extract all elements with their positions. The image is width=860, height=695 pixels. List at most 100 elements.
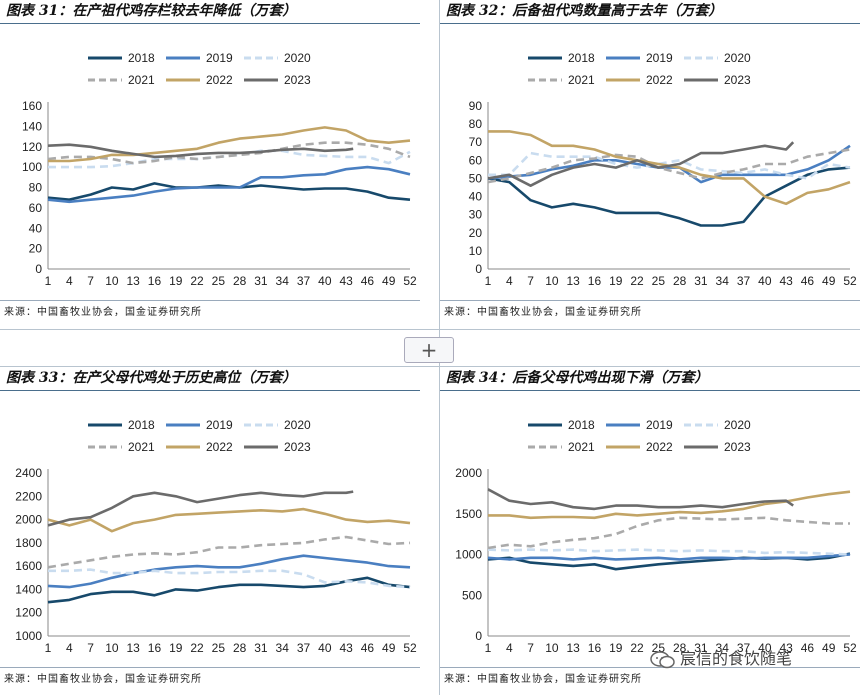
- x-tick-label: 49: [822, 274, 836, 288]
- x-tick-label: 13: [566, 274, 580, 288]
- x-tick-label: 37: [737, 641, 751, 655]
- y-tick-label: 70: [469, 135, 483, 149]
- x-tick-label: 31: [254, 274, 268, 288]
- series-line-2020: [488, 151, 851, 180]
- source-note: 来源：中国畜牧业协会，国金证券研究所: [440, 300, 860, 324]
- y-tick-label: 0: [475, 262, 482, 276]
- x-tick-label: 13: [566, 641, 580, 655]
- x-tick-label: 13: [126, 274, 140, 288]
- y-tick-label: 50: [469, 171, 483, 185]
- legend-label: 2021: [568, 440, 595, 454]
- add-button[interactable]: +: [404, 337, 454, 363]
- x-tick-label: 16: [588, 274, 602, 288]
- series-line-2021: [487, 516, 850, 550]
- series-line-2018: [487, 552, 851, 571]
- legend-label: 2019: [646, 418, 673, 432]
- chart-panel-2: 图表 32：后备祖代鸡数量高于去年（万套） 2018 2019 2020 2021 20…: [440, 0, 860, 328]
- chart-title: 图表 33：在产父母代鸡处于历史高位（万套）: [0, 367, 420, 391]
- x-tick-label: 43: [339, 641, 353, 655]
- x-tick-label: 34: [716, 274, 730, 288]
- y-tick-label: 60: [469, 153, 483, 167]
- x-tick-label: 34: [276, 274, 290, 288]
- x-tick-label: 1: [485, 641, 492, 655]
- legend-label: 2019: [206, 51, 233, 65]
- legend-label: 2018: [128, 51, 155, 65]
- legend-label: 2022: [646, 73, 673, 87]
- legend-label: 2022: [206, 440, 233, 454]
- chart-title: 图表 34：后备父母代鸡出现下滑（万套）: [440, 367, 860, 391]
- legend-label: 2023: [724, 73, 751, 87]
- x-tick-label: 25: [212, 641, 226, 655]
- y-tick-label: 120: [22, 140, 42, 154]
- x-tick-label: 46: [361, 274, 375, 288]
- x-tick-label: 49: [382, 641, 396, 655]
- chart-panel-1: 图表 31：在产祖代鸡存栏较去年降低（万套） 2018 2019 2020 2021 2…: [0, 0, 420, 328]
- y-tick-label: 1000: [455, 548, 482, 562]
- y-tick-label: 60: [29, 201, 43, 215]
- x-tick-label: 10: [545, 641, 559, 655]
- x-tick-label: 22: [630, 641, 644, 655]
- source-note: 来源：中国畜牧业协会，国金证券研究所: [440, 667, 860, 691]
- x-tick-label: 46: [801, 274, 815, 288]
- x-tick-label: 19: [609, 641, 623, 655]
- series-line-2023: [487, 141, 795, 187]
- x-tick-label: 1: [485, 274, 492, 288]
- y-tick-label: 500: [462, 588, 482, 602]
- y-tick-label: 100: [22, 160, 42, 174]
- legend-label: 2022: [646, 440, 673, 454]
- x-tick-label: 40: [758, 641, 772, 655]
- x-tick-label: 31: [694, 641, 708, 655]
- x-tick-label: 28: [673, 274, 687, 288]
- y-tick-label: 140: [22, 119, 42, 133]
- x-tick-label: 19: [169, 274, 183, 288]
- legend-label: 2018: [128, 418, 155, 432]
- y-tick-label: 1600: [15, 559, 42, 573]
- chart-title: 图表 31：在产祖代鸡存栏较去年降低（万套）: [0, 0, 420, 24]
- y-tick-label: 0: [475, 629, 482, 643]
- x-tick-label: 49: [382, 274, 396, 288]
- y-tick-label: 1200: [15, 606, 42, 620]
- y-tick-label: 10: [469, 244, 483, 258]
- y-tick-label: 1500: [455, 507, 482, 521]
- wechat-icon: [650, 650, 675, 668]
- legend-label: 2020: [724, 51, 751, 65]
- series-line-2021: [487, 148, 851, 184]
- x-tick-label: 7: [87, 274, 94, 288]
- legend-label: 2019: [206, 418, 233, 432]
- series-line-2018: [47, 182, 411, 201]
- x-tick-label: 22: [630, 274, 644, 288]
- y-tick-label: 1800: [15, 536, 42, 550]
- y-tick-label: 160: [22, 99, 42, 113]
- chart-plot: 2018 2019 2020 2021 2022 2023 0 20 40 60 80 100 120 1…: [22, 51, 417, 288]
- x-tick-label: 49: [822, 641, 836, 655]
- legend-label: 2021: [568, 73, 595, 87]
- series-line-2023: [487, 488, 794, 511]
- x-tick-label: 40: [318, 274, 332, 288]
- legend-label: 2020: [284, 51, 311, 65]
- x-tick-label: 22: [190, 641, 204, 655]
- x-tick-label: 4: [66, 274, 73, 288]
- y-tick-label: 90: [469, 99, 483, 113]
- source-note: 来源：中国畜牧业协会，国金证券研究所: [0, 667, 420, 691]
- y-tick-label: 2400: [15, 466, 42, 480]
- series-line-2022: [488, 490, 851, 520]
- chart-panel-4: 图表 34：后备父母代鸡出现下滑（万套） 2018 2019 2020 2021 202…: [440, 367, 860, 695]
- x-tick-label: 4: [506, 641, 513, 655]
- x-tick-label: 52: [403, 641, 417, 655]
- x-tick-label: 34: [716, 641, 730, 655]
- chart-title: 图表 32：后备祖代鸡数量高于去年（万套）: [440, 0, 860, 24]
- x-tick-label: 4: [506, 274, 513, 288]
- series-line-2019: [47, 165, 411, 204]
- x-tick-label: 43: [779, 641, 793, 655]
- x-tick-label: 28: [233, 274, 247, 288]
- y-tick-label: 80: [29, 181, 43, 195]
- series-line-2022: [48, 126, 411, 163]
- y-tick-label: 1000: [15, 629, 42, 643]
- series-line-2019: [487, 144, 851, 184]
- y-tick-label: 20: [29, 242, 43, 256]
- x-tick-label: 19: [169, 641, 183, 655]
- x-tick-label: 37: [737, 274, 751, 288]
- x-tick-label: 46: [801, 641, 815, 655]
- chart-plot: 2018 2019 2020 2021 2022 2023 1000 1200 1400 1600…: [15, 418, 417, 655]
- legend-label: 2021: [128, 73, 155, 87]
